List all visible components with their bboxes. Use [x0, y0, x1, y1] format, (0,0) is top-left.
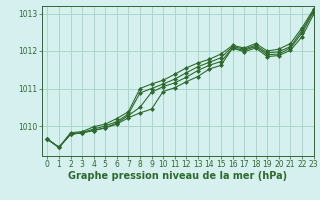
X-axis label: Graphe pression niveau de la mer (hPa): Graphe pression niveau de la mer (hPa)	[68, 171, 287, 181]
